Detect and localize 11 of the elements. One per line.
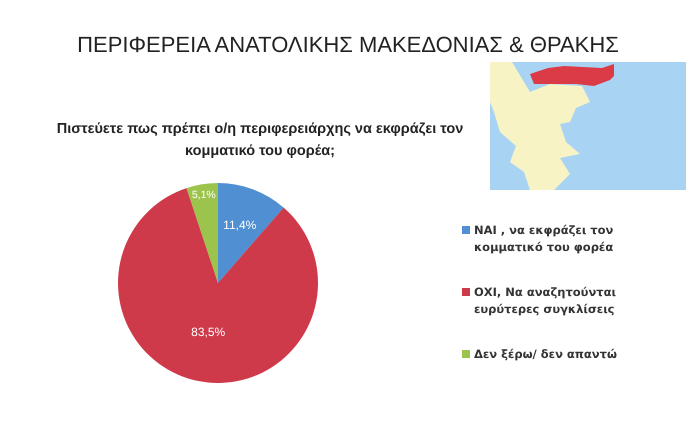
chart-subtitle: Πιστεύετε πως πρέπει ο/η περιφερειάρχης να εκφράζει τον κομματικό του φορέα;	[56, 121, 464, 159]
legend-label: ΝΑΙ , να εκφράζει τον κομματικό του φορέα	[474, 223, 614, 254]
chart-title: ΠΕΡΙΦΕΡΕΙΑ ΑΝΑΤΟΛΙΚΗΣ ΜΑΚΕΔΟΝΙΑΣ & ΘΡΑΚΗΣ	[77, 32, 619, 57]
data-label: 11,4%	[223, 218, 257, 232]
legend-label: ΟΧΙ, Να αναζητούνται ευρύτερες συγκλίσεις	[474, 285, 616, 316]
pie-slice	[186, 183, 218, 283]
data-label: 5,1%	[192, 189, 216, 202]
pie-slice	[218, 183, 284, 283]
pie-slice	[118, 188, 318, 383]
data-label: 83,5%	[191, 325, 226, 340]
legend-label: Δεν ξέρω/ δεν απαντώ	[474, 347, 617, 361]
